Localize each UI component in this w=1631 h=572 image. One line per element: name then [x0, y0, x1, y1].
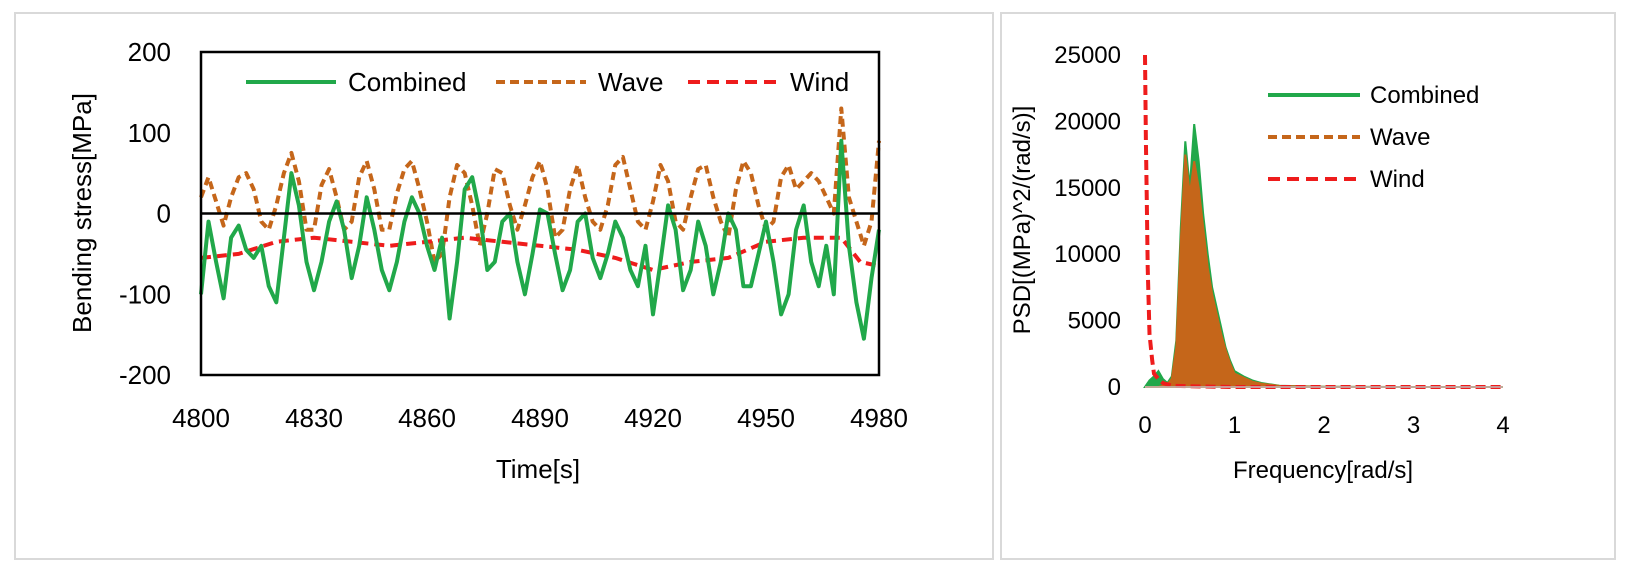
legend-label-wave: Wave — [598, 67, 664, 97]
y-tick-label: 0 — [157, 199, 171, 229]
x-tick-label: 4800 — [172, 403, 230, 433]
y-tick-label: 200 — [128, 37, 171, 67]
x-tick-label: 4980 — [850, 403, 908, 433]
y-tick-label: -200 — [119, 360, 171, 390]
y-axis-title: Bending stress[MPa] — [67, 93, 97, 333]
series-line-combined — [199, 138, 881, 341]
y-tick-label: 100 — [128, 118, 171, 148]
x-tick-label: 4830 — [285, 403, 343, 433]
x-tick-label: 4890 — [511, 403, 569, 433]
x-tick-label: 4920 — [624, 403, 682, 433]
x-tick-label: 4860 — [398, 403, 456, 433]
legend-label-combined: Combined — [348, 67, 467, 97]
y-tick-label: -100 — [119, 279, 171, 309]
series-line-wind — [200, 235, 880, 272]
x-axis-title: Time[s] — [496, 454, 580, 484]
legend-label-wind: Wind — [790, 67, 849, 97]
x-tick-label: 4950 — [737, 403, 795, 433]
